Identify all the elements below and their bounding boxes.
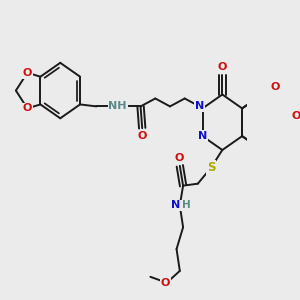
Text: N: N [171,200,180,211]
Text: NH: NH [108,101,127,111]
Text: O: O [137,131,147,141]
Text: O: O [218,62,227,72]
Text: O: O [174,153,184,163]
Text: N: N [198,131,207,141]
Text: N: N [195,101,204,111]
Text: O: O [292,111,300,121]
Text: O: O [23,103,32,113]
Text: O: O [23,68,32,78]
Text: H: H [182,200,191,211]
Text: S: S [207,161,215,174]
Text: O: O [160,278,170,288]
Text: O: O [270,82,280,92]
